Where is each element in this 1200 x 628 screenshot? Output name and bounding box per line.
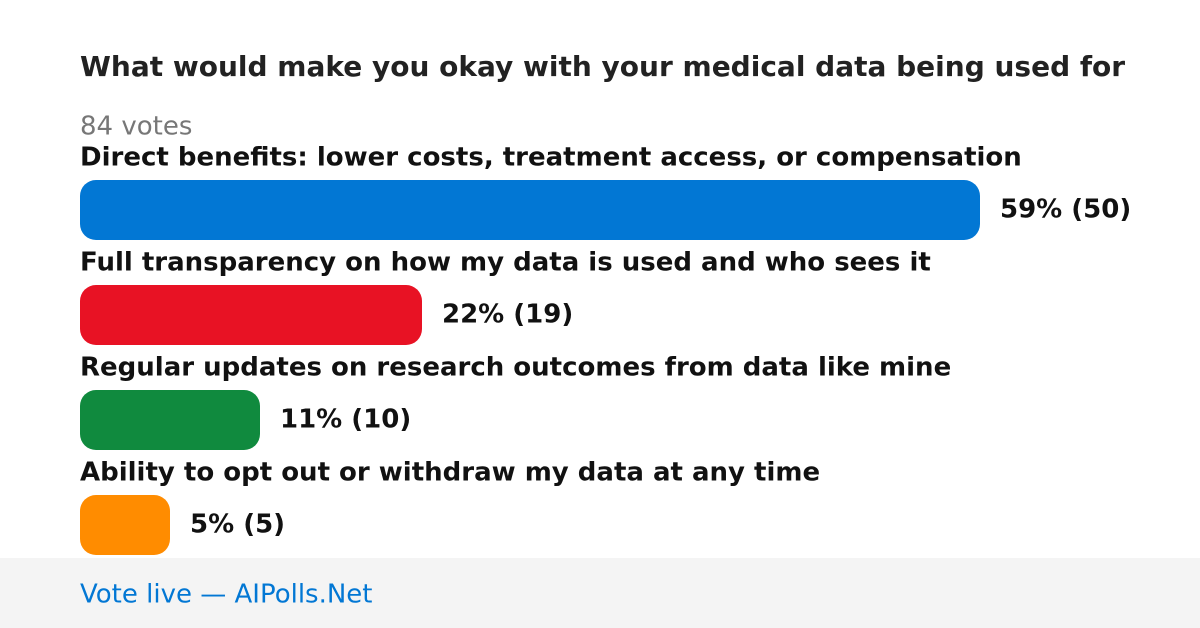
bar [80, 285, 422, 345]
bar [80, 180, 980, 240]
footer-band [0, 558, 1200, 628]
value-label: 11% (10) [280, 405, 411, 435]
vote-count: 84 votes [80, 112, 192, 142]
value-label: 59% (50) [1000, 195, 1131, 225]
footer-link[interactable]: Vote live — AIPolls.Net [80, 580, 373, 610]
option-label: Full transparency on how my data is used… [80, 248, 931, 278]
option-label: Ability to opt out or withdraw my data a… [80, 458, 820, 488]
value-label: 22% (19) [442, 300, 573, 330]
bar [80, 495, 170, 555]
bar [80, 390, 260, 450]
value-label: 5% (5) [190, 510, 285, 540]
option-label: Direct benefits: lower costs, treatment … [80, 143, 1022, 173]
poll-title: What would make you okay with your medic… [80, 50, 1125, 83]
option-label: Regular updates on research outcomes fro… [80, 353, 951, 383]
